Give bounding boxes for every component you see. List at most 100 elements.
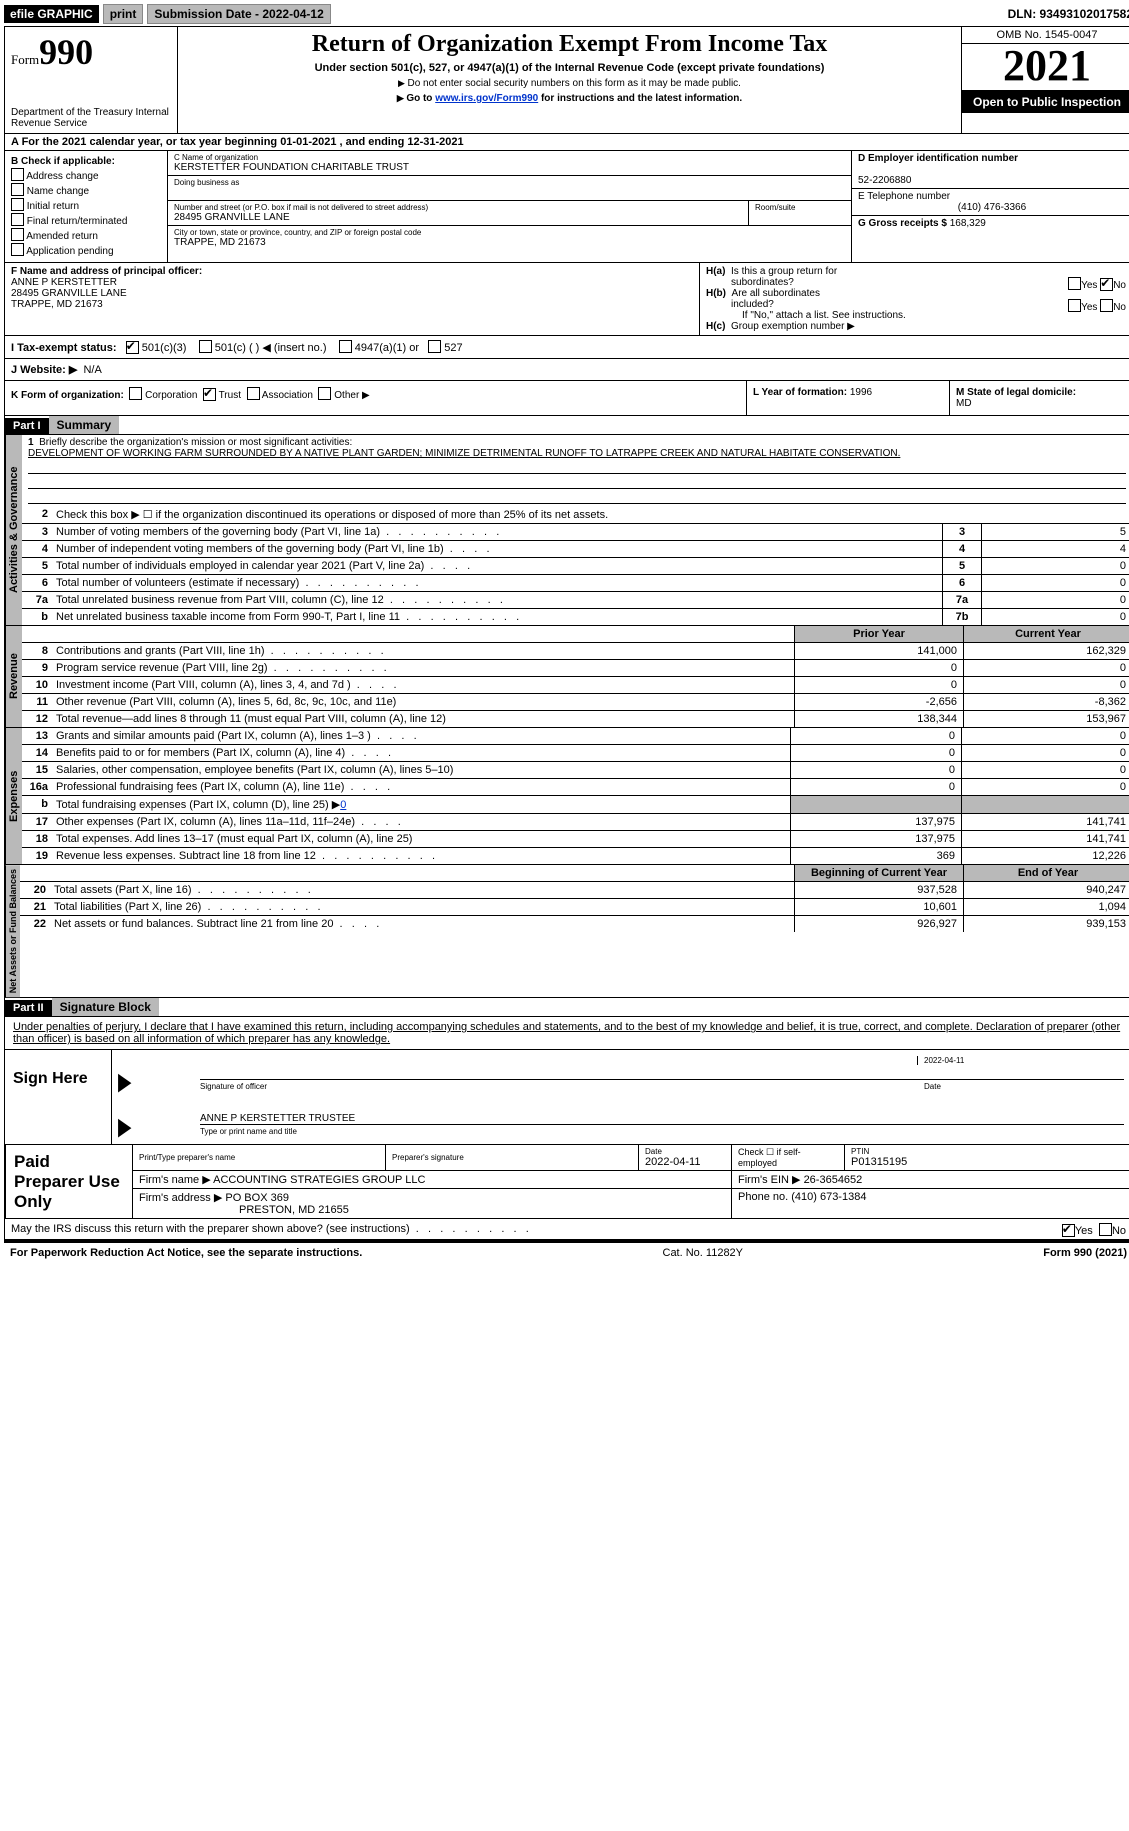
501c3[interactable]: 501(c)(3) [142, 342, 187, 354]
p14: 0 [791, 745, 962, 762]
irs-yes[interactable]: Yes [1075, 1225, 1093, 1237]
gross-value: 168,329 [950, 218, 986, 229]
part2-title: Signature Block [52, 998, 159, 1016]
tab-net-assets: Net Assets or Fund Balances [5, 865, 20, 997]
sign-here-label: Sign Here [5, 1050, 112, 1144]
print-button[interactable]: print [103, 4, 144, 24]
c20: 940,247 [964, 882, 1129, 899]
ha-yes[interactable]: Yes [1081, 280, 1097, 291]
chk-final-return[interactable]: Final return/terminated [27, 216, 128, 227]
h-block: H(a) Is this a group return for subordin… [700, 263, 1129, 335]
p10: 0 [795, 677, 964, 694]
irs-no[interactable]: No [1112, 1225, 1126, 1237]
dln-label: DLN: 93493102017582 [1008, 7, 1129, 21]
ptin-lbl: PTIN [851, 1147, 1125, 1156]
begin-hdr: Beginning of Current Year [795, 865, 964, 882]
top-toolbar: efile GRAPHIC print Submission Date - 20… [4, 4, 1129, 24]
sign-here-row: Sign Here 2022-04-11 Signature of office… [5, 1049, 1129, 1144]
c16a: 0 [962, 779, 1129, 796]
chk-app-pending[interactable]: Application pending [26, 246, 113, 257]
l15: Salaries, other compensation, employee b… [52, 762, 791, 779]
4947a1[interactable]: 4947(a)(1) or [355, 342, 419, 354]
hb-note: If "No," attach a list. See instructions… [706, 310, 1126, 321]
c15: 0 [962, 762, 1129, 779]
org-name: KERSTETTER FOUNDATION CHARITABLE TRUST [174, 162, 409, 173]
p13: 0 [791, 728, 962, 745]
tab-revenue: Revenue [5, 626, 22, 727]
l-label: L Year of formation: [753, 387, 847, 398]
c10: 0 [964, 677, 1129, 694]
501c[interactable]: 501(c) ( ) ◀ (insert no.) [215, 342, 327, 354]
goto-post: for instructions and the latest informat… [538, 93, 742, 104]
form-frame: Form990 Department of the Treasury Inter… [4, 26, 1129, 1241]
firm-phone: (410) 673-1384 [791, 1191, 866, 1203]
chk-initial-return[interactable]: Initial return [27, 201, 79, 212]
header-right: OMB No. 1545-0047 2021 Open to Public In… [961, 27, 1129, 133]
prep-sig-lbl: Preparer's signature [392, 1153, 632, 1162]
mission-block: 1 Briefly describe the organization's mi… [22, 435, 1129, 506]
k-form-org: K Form of organization: Corporation Trus… [5, 381, 747, 415]
c13: 0 [962, 728, 1129, 745]
firm-phone-lbl: Phone no. [738, 1191, 788, 1203]
page-footer: For Paperwork Reduction Act Notice, see … [4, 1241, 1129, 1263]
k-corp[interactable]: Corporation [145, 390, 197, 401]
p22: 926,927 [795, 916, 964, 933]
k-label: K Form of organization: [11, 390, 124, 401]
phone-value: (410) 476-3366 [858, 202, 1126, 213]
l16b-val: 0 [340, 799, 346, 811]
c18: 141,741 [962, 831, 1129, 848]
name-title-lbl: Type or print name and title [200, 1127, 1124, 1136]
v7a: 0 [982, 592, 1129, 609]
firm-addr-lbl: Firm's address ▶ [139, 1192, 222, 1204]
c21: 1,094 [964, 899, 1129, 916]
k-other[interactable]: Other ▶ [334, 390, 369, 401]
part1-num: Part I [5, 418, 49, 434]
chk-address-change[interactable]: Address change [26, 171, 98, 182]
tab-activities: Activities & Governance [5, 435, 22, 625]
officer-name-title: ANNE P KERSTETTER TRUSTEE [200, 1113, 355, 1124]
f-label: F Name and address of principal officer: [11, 266, 202, 277]
header-center: Return of Organization Exempt From Incom… [178, 27, 961, 133]
col-b-checkboxes: B Check if applicable: Address change Na… [5, 151, 168, 262]
form-word: Form [11, 52, 39, 67]
self-employed-chk[interactable]: Check ☐ if self-employed [732, 1145, 845, 1171]
l11: Other revenue (Part VIII, column (A), li… [52, 694, 795, 711]
paperwork-notice: For Paperwork Reduction Act Notice, see … [10, 1247, 362, 1259]
may-irs-row: May the IRS discuss this return with the… [5, 1219, 1129, 1240]
l16a: Professional fundraising fees (Part IX, … [56, 781, 344, 793]
p17: 137,975 [791, 814, 962, 831]
dept-label: Department of the Treasury Internal Reve… [11, 107, 171, 129]
l22: Net assets or fund balances. Subtract li… [54, 918, 333, 930]
m-label: M State of legal domicile: [956, 387, 1076, 398]
chk-name-change[interactable]: Name change [27, 186, 89, 197]
f-officer: F Name and address of principal officer:… [5, 263, 700, 335]
c17: 141,741 [962, 814, 1129, 831]
p9: 0 [795, 660, 964, 677]
sig-officer-lbl: Signature of officer [200, 1082, 267, 1091]
ha-no[interactable]: No [1113, 280, 1126, 291]
chk-amended[interactable]: Amended return [26, 231, 98, 242]
k-assoc[interactable]: Association [262, 390, 313, 401]
efile-badge: efile GRAPHIC [4, 5, 99, 23]
ein-value: 52-2206880 [858, 175, 911, 186]
l12: Total revenue—add lines 8 through 11 (mu… [52, 711, 795, 728]
form-id-block: Form990 Department of the Treasury Inter… [5, 27, 178, 133]
p12: 138,344 [795, 711, 964, 728]
p15: 0 [791, 762, 962, 779]
hb-no[interactable]: No [1113, 302, 1126, 313]
v3: 5 [982, 524, 1129, 541]
k-trust[interactable]: Trust [219, 390, 241, 401]
p21: 10,601 [795, 899, 964, 916]
527[interactable]: 527 [444, 342, 462, 354]
l10: Investment income (Part VIII, column (A)… [56, 679, 351, 691]
v6: 0 [982, 575, 1129, 592]
irs-link[interactable]: www.irs.gov/Form990 [435, 93, 538, 104]
c-name-label: C Name of organization [174, 153, 845, 162]
c9: 0 [964, 660, 1129, 677]
hb-yes[interactable]: Yes [1081, 302, 1097, 313]
tab-expenses: Expenses [5, 728, 22, 864]
v5: 0 [982, 558, 1129, 575]
c19: 12,226 [962, 848, 1129, 865]
paid-preparer-label: Paid Preparer Use Only [6, 1145, 133, 1219]
form-page: Form 990 (2021) [1043, 1247, 1127, 1259]
